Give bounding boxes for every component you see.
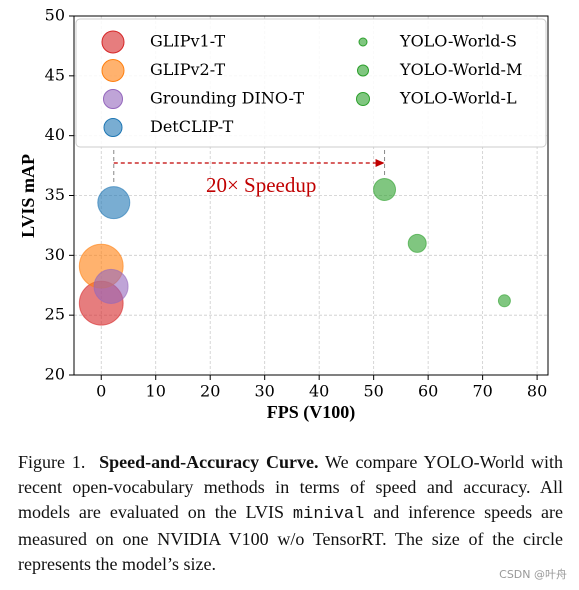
bubble xyxy=(407,233,427,253)
x-tick-label: 80 xyxy=(527,382,547,401)
legend-marker xyxy=(101,59,125,82)
bubble xyxy=(93,268,129,304)
annotation: 20× Speedup xyxy=(206,173,316,197)
x-tick-label: 20 xyxy=(200,382,220,401)
legend-label: YOLO-World-L xyxy=(399,89,517,108)
y-tick-label: 40 xyxy=(45,125,65,144)
caption-text: We compare YOLO-World with recent open-v… xyxy=(18,452,564,522)
y-tick-label: 25 xyxy=(45,305,65,324)
y-tick-label: 35 xyxy=(45,185,65,204)
caption-title: Speed-and-Accuracy Curve. xyxy=(99,452,319,472)
y-tick-label: 50 xyxy=(45,6,65,25)
bubble xyxy=(373,178,397,202)
legend-label: DetCLIP-T xyxy=(150,117,234,136)
arrow-head xyxy=(375,159,385,167)
y-tick-label: 20 xyxy=(45,365,65,384)
bubble xyxy=(97,186,131,220)
bubble xyxy=(497,294,511,308)
x-tick-label: 30 xyxy=(255,382,275,401)
legend-marker xyxy=(358,37,368,47)
legend-marker xyxy=(101,30,125,54)
legend-label: Grounding DINO-T xyxy=(150,89,304,108)
legend-label: GLIPv2-T xyxy=(150,60,226,79)
caption-label: Figure 1. xyxy=(18,452,86,472)
legend-marker xyxy=(356,92,370,106)
legend-marker xyxy=(102,88,124,110)
legend-box xyxy=(75,18,547,148)
plot-frame xyxy=(73,15,549,376)
caption: Figure 1. Speed-and-Accuracy Curve. We c… xyxy=(18,450,563,577)
legend-label: GLIPv1-T xyxy=(150,32,226,51)
x-tick-label: 60 xyxy=(418,382,438,401)
y-tick-label: 45 xyxy=(45,65,65,84)
x-tick-label: 40 xyxy=(309,382,329,401)
y-axis-label: LVIS mAP xyxy=(18,154,38,238)
y-tick-label: 30 xyxy=(45,245,65,264)
x-tick-label: 70 xyxy=(472,382,492,401)
legend-marker xyxy=(357,64,369,77)
legend-label: YOLO-World-S xyxy=(399,32,517,51)
x-axis-label: FPS (V100) xyxy=(267,402,356,423)
legend-label: YOLO-World-M xyxy=(399,60,522,79)
caption-code: minival xyxy=(292,505,365,524)
x-tick-label: 50 xyxy=(363,382,383,401)
legend-marker xyxy=(103,118,123,137)
x-tick-label: 0 xyxy=(96,382,106,401)
caption-text: and inference speeds are measured on one… xyxy=(18,502,564,574)
watermark: CSDN @叶舟 xyxy=(499,568,567,581)
chart: FPS (V100) LVIS mAP 20 25 30 35 40 45 50 0 10 20 3… xyxy=(18,6,549,423)
x-tick-label: 10 xyxy=(146,382,166,401)
